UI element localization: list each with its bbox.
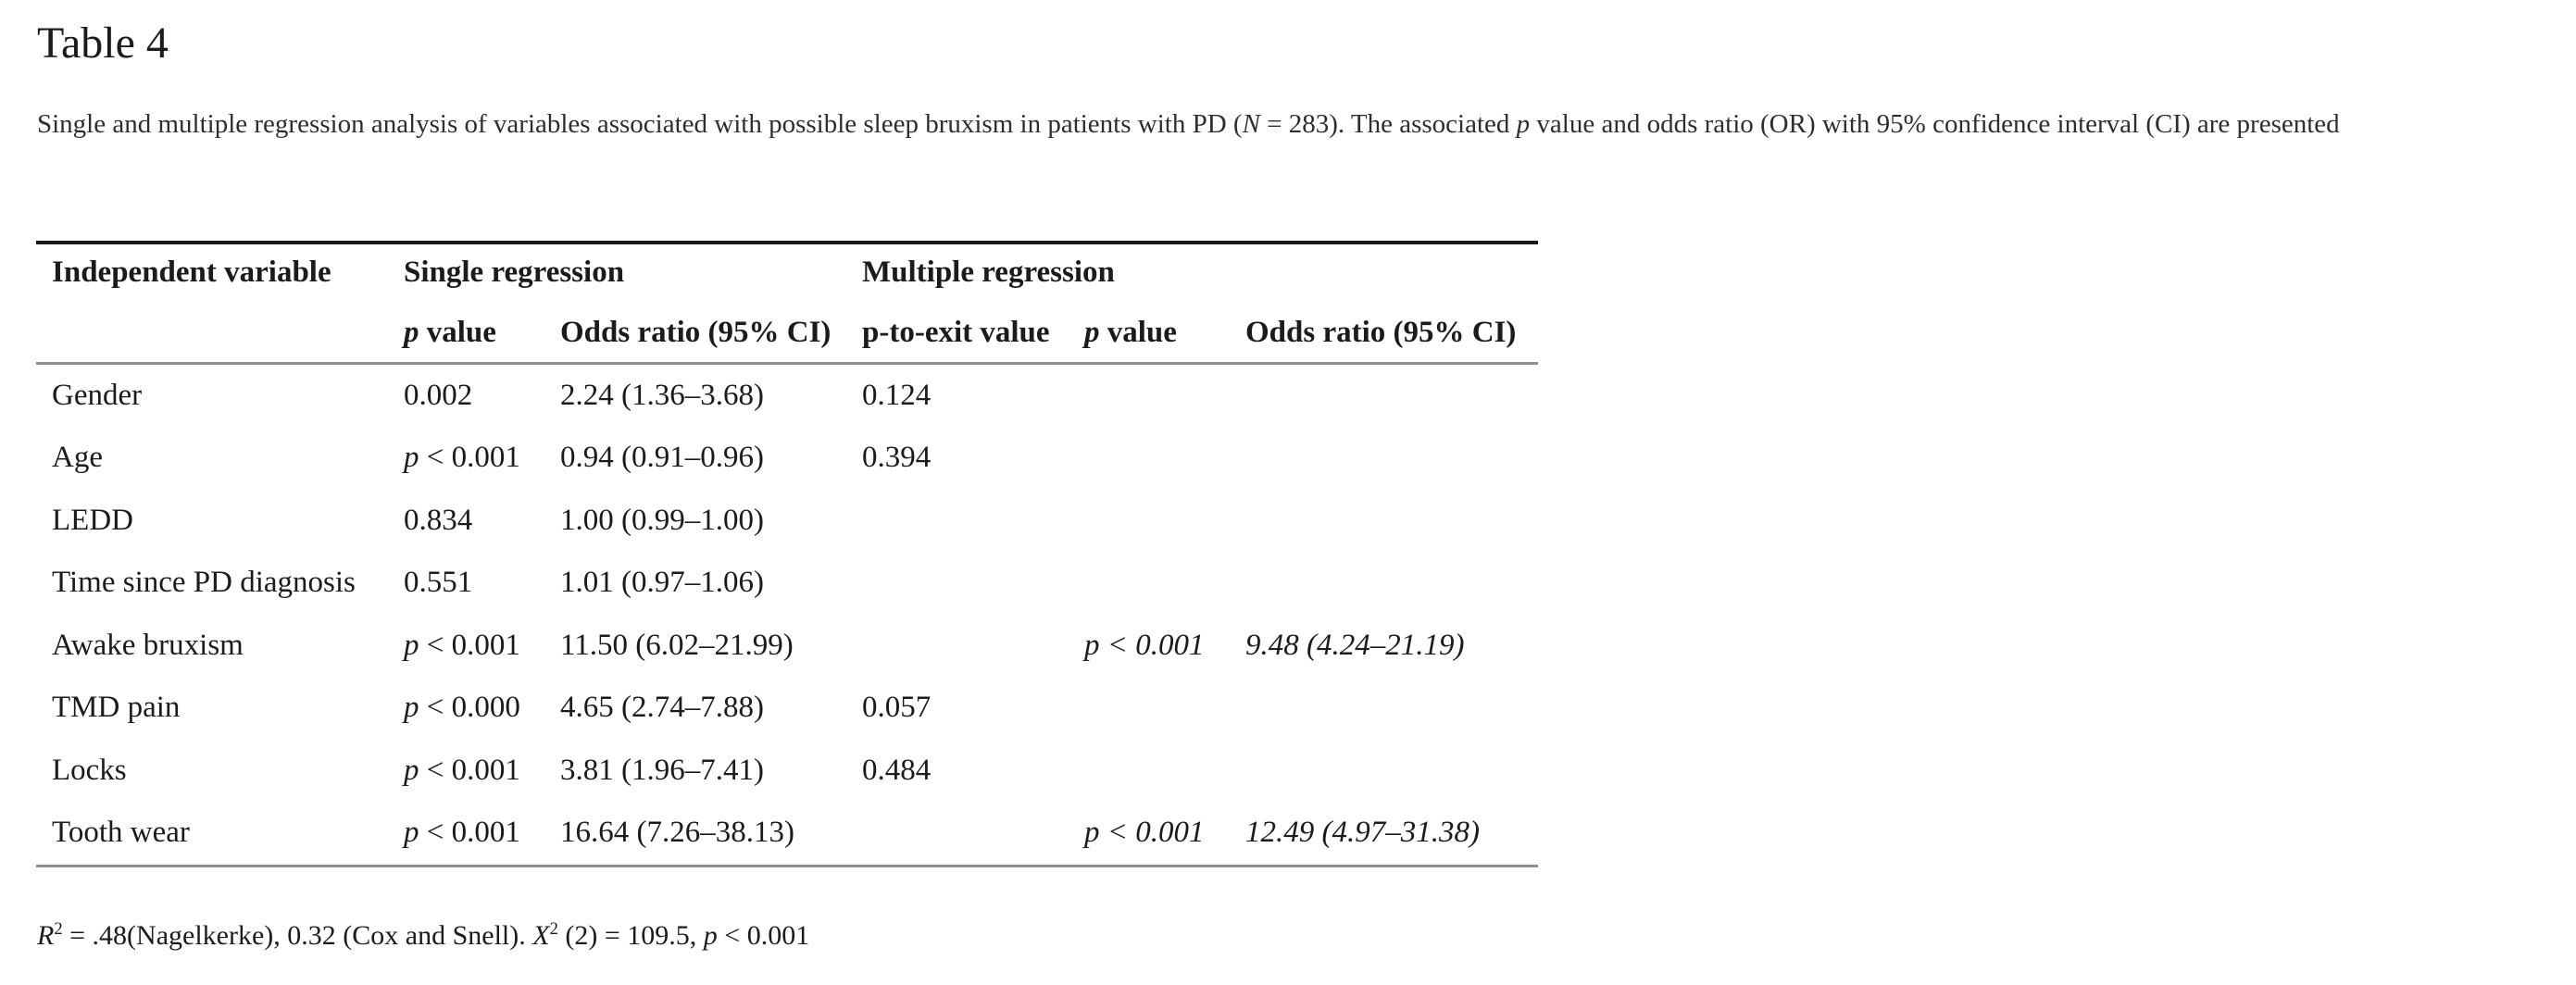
subheader-odds-ratio-single: Odds ratio (95% CI): [560, 316, 832, 349]
table-row: TMD pain p < 0.000 4.65 (2.74–7.88) 0.05…: [36, 678, 1538, 741]
cell-single-odds-ratio: 4.65 (2.74–7.88): [560, 691, 764, 725]
table-label: Table 4: [37, 19, 169, 68]
cell-single-p-value: 0.002: [404, 378, 473, 412]
cell-variable: LEDD: [52, 503, 133, 537]
cell-multiple-p-value: p < 0.001: [1084, 628, 1205, 662]
table-subheaders: p value Odds ratio (95% CI) p-to-exit va…: [36, 316, 1538, 362]
table-bottom-rule: [36, 865, 1538, 867]
table-row: Locks p < 0.001 3.81 (1.96–7.41) 0.484: [36, 740, 1538, 803]
cell-single-p-value: 0.834: [404, 503, 473, 537]
table-body: Gender 0.002 2.24 (1.36–3.68) 0.124 Age …: [36, 365, 1538, 865]
cell-p-to-exit-value: 0.484: [862, 753, 932, 787]
cell-single-p-value: 0.551: [404, 566, 473, 600]
table-header-groups: Independent variable Single regression M…: [36, 244, 1538, 316]
table-row: Age p < 0.001 0.94 (0.91–0.96) 0.394: [36, 428, 1538, 491]
cell-variable: TMD pain: [52, 691, 181, 725]
cell-single-odds-ratio: 2.24 (1.36–3.68): [560, 378, 764, 412]
table-caption: Single and multiple regression analysis …: [37, 109, 2340, 139]
subheader-p-value-multiple: p value: [1084, 316, 1177, 349]
header-independent-variable: Independent variable: [52, 256, 331, 289]
header-single-regression: Single regression: [404, 256, 625, 289]
cell-single-odds-ratio: 1.00 (0.99–1.00): [560, 503, 764, 537]
cell-p-to-exit-value: 0.394: [862, 441, 932, 475]
cell-p-to-exit-value: 0.124: [862, 378, 932, 412]
cell-variable: Age: [52, 441, 103, 475]
cell-single-p-value: p < 0.001: [404, 441, 520, 475]
cell-variable: Gender: [52, 378, 143, 412]
table-row: Tooth wear p < 0.001 16.64 (7.26–38.13) …: [36, 803, 1538, 866]
subheader-empty: [52, 316, 404, 362]
cell-variable: Locks: [52, 753, 127, 787]
table-row: Gender 0.002 2.24 (1.36–3.68) 0.124: [36, 365, 1538, 428]
subheader-odds-ratio-multiple: Odds ratio (95% CI): [1245, 316, 1517, 349]
subheader-p-value-single: p value: [404, 316, 496, 349]
table-row: LEDD 0.834 1.00 (0.99–1.00): [36, 490, 1538, 553]
cell-p-to-exit-value: 0.057: [862, 691, 932, 725]
cell-variable: Tooth wear: [52, 816, 190, 850]
table-row: Awake bruxism p < 0.001 11.50 (6.02–21.9…: [36, 615, 1538, 678]
cell-single-odds-ratio: 0.94 (0.91–0.96): [560, 441, 764, 475]
cell-single-odds-ratio: 16.64 (7.26–38.13): [560, 816, 794, 850]
cell-single-p-value: p < 0.001: [404, 753, 520, 787]
cell-variable: Time since PD diagnosis: [52, 566, 356, 600]
cell-multiple-odds-ratio: 9.48 (4.24–21.19): [1245, 628, 1465, 662]
cell-single-p-value: p < 0.001: [404, 816, 520, 850]
cell-multiple-p-value: p < 0.001: [1084, 816, 1205, 850]
cell-multiple-odds-ratio: 12.49 (4.97–31.38): [1245, 816, 1480, 850]
cell-variable: Awake bruxism: [52, 628, 244, 662]
table-header-rule: [36, 362, 1538, 365]
cell-single-p-value: p < 0.000: [404, 691, 520, 725]
subheader-p-to-exit: p-to-exit value: [862, 316, 1050, 349]
regression-table: Independent variable Single regression M…: [36, 241, 1538, 867]
table-row: Time since PD diagnosis 0.551 1.01 (0.97…: [36, 553, 1538, 616]
table-footnote: R2 = .48(Nagelkerke), 0.32 (Cox and Snel…: [37, 919, 810, 951]
cell-single-odds-ratio: 1.01 (0.97–1.06): [560, 566, 764, 600]
table-top-rule: [36, 241, 1538, 244]
cell-single-odds-ratio: 3.81 (1.96–7.41): [560, 753, 764, 787]
header-multiple-regression: Multiple regression: [862, 256, 1115, 289]
cell-single-p-value: p < 0.001: [404, 628, 520, 662]
cell-single-odds-ratio: 11.50 (6.02–21.99): [560, 628, 794, 662]
